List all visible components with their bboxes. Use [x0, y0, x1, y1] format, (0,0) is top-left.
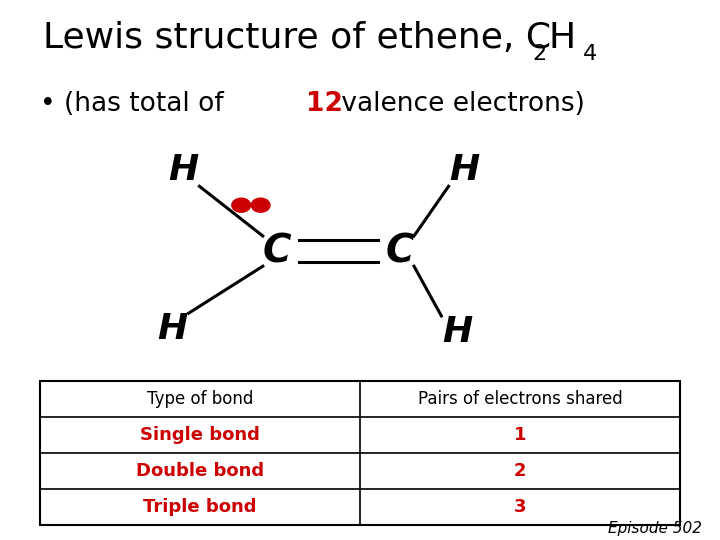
Text: H: H: [442, 315, 472, 349]
Text: H: H: [549, 21, 576, 55]
Text: valence electrons): valence electrons): [333, 91, 585, 117]
Bar: [40, 381, 680, 525]
Text: Double bond: Double bond: [136, 462, 264, 480]
Text: 2: 2: [514, 462, 526, 480]
Text: H: H: [158, 313, 188, 346]
Text: H: H: [449, 153, 480, 187]
Text: H: H: [168, 153, 199, 187]
Text: • (has total of: • (has total of: [40, 91, 232, 117]
Text: Lewis structure of ethene, C: Lewis structure of ethene, C: [43, 21, 552, 55]
Text: Episode 502: Episode 502: [608, 521, 702, 536]
Text: Type of bond: Type of bond: [147, 390, 253, 408]
Circle shape: [232, 198, 251, 212]
Text: 3: 3: [514, 498, 526, 516]
Text: 1: 1: [514, 426, 526, 444]
Circle shape: [251, 198, 270, 212]
Text: C: C: [263, 232, 292, 270]
Text: 4: 4: [583, 44, 598, 64]
Text: Single bond: Single bond: [140, 426, 260, 444]
Text: 12: 12: [306, 91, 343, 117]
Text: Triple bond: Triple bond: [143, 498, 256, 516]
Text: Pairs of electrons shared: Pairs of electrons shared: [418, 390, 623, 408]
Text: 2: 2: [533, 44, 547, 64]
Text: C: C: [385, 232, 414, 270]
